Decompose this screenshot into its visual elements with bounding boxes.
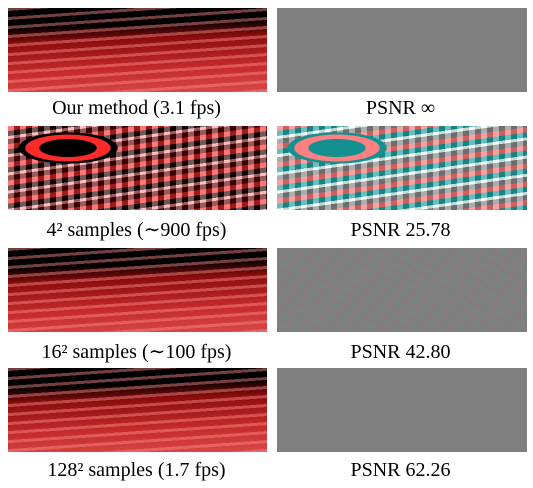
caption: PSNR ∞ [365, 97, 436, 119]
difference-image [277, 368, 527, 452]
render-image [8, 368, 267, 452]
difference-image [277, 248, 527, 332]
render-image [8, 8, 267, 92]
caption: 128² samples (1.7 fps) [47, 459, 226, 481]
caption: 16² samples (∼100 fps) [41, 341, 232, 363]
caption: Our method (3.1 fps) [52, 97, 221, 119]
difference-image [277, 8, 527, 92]
caption: PSNR 42.80 [350, 341, 451, 363]
caption: PSNR 62.26 [350, 459, 451, 481]
caption: 4² samples (∼900 fps) [46, 219, 227, 241]
render-image [8, 248, 267, 332]
difference-image [277, 126, 527, 210]
render-image [8, 126, 267, 210]
caption: PSNR 25.78 [350, 219, 451, 241]
